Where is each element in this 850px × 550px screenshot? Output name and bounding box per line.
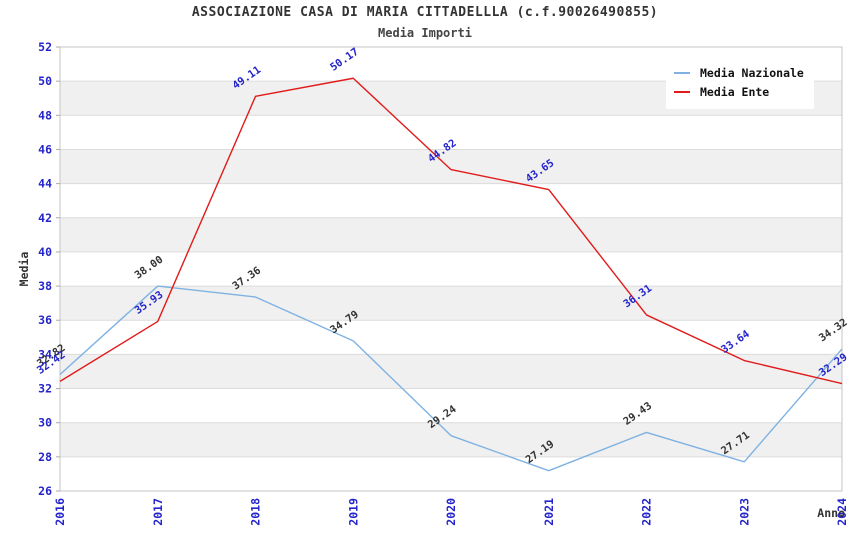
x-tick-label: 2019: [346, 498, 360, 526]
x-tick-label: 2017: [151, 498, 165, 526]
y-tick-label: 50: [38, 74, 52, 88]
y-tick-label: 34: [38, 347, 52, 361]
x-tick-label: 2024: [835, 498, 849, 526]
plot-band: [60, 115, 842, 150]
y-tick-label: 26: [38, 484, 52, 498]
x-tick-label: 2023: [737, 498, 751, 526]
plot-band: [60, 354, 842, 389]
media-ente-line-swatch: [674, 91, 690, 93]
plot-band: [60, 183, 842, 218]
plot-band: [60, 251, 842, 287]
x-tick-label: 2020: [444, 498, 458, 526]
plot-band: [60, 456, 842, 491]
chart-title: ASSOCIAZIONE CASA DI MARIA CITTADELLLA (…: [191, 5, 659, 20]
y-tick-label: 30: [38, 416, 52, 430]
plot-band: [60, 388, 842, 423]
legend-item-media-nazionale: Media Nazionale: [674, 65, 804, 81]
x-tick-label: 2021: [542, 498, 556, 526]
plot-band: [60, 149, 842, 184]
y-tick-label: 52: [38, 40, 52, 54]
x-tick-label: 2022: [640, 498, 654, 526]
plot-frame: [59, 46, 843, 492]
plot-band: [60, 286, 842, 321]
x-axis-title: Anno: [817, 506, 845, 520]
legend-label-media-nazionale: Media Nazionale: [700, 66, 804, 80]
media-ente-line: [59, 77, 843, 385]
x-tick-label: 2016: [53, 498, 67, 526]
plot-band: [60, 422, 842, 457]
plot-band: [60, 320, 842, 355]
y-tick-label: 28: [38, 450, 52, 464]
y-tick-label: 38: [38, 279, 52, 293]
y-tick-label: 32: [38, 382, 52, 396]
media-nazionale-line: [59, 285, 843, 472]
y-axis-title: Media: [17, 252, 31, 287]
legend-item-media-ente: Media Ente: [674, 84, 804, 100]
x-tick-label: 2018: [249, 498, 263, 526]
y-tick-label: 44: [38, 177, 52, 191]
y-tick-label: 40: [38, 245, 52, 259]
y-tick-label: 48: [38, 108, 52, 122]
chart-subtitle: Media Importi: [378, 26, 472, 40]
y-tick-label: 46: [38, 142, 52, 156]
media-nazionale-line-swatch: [674, 72, 690, 74]
plot-band: [60, 217, 842, 252]
y-tick-label: 36: [38, 313, 52, 327]
legend-label-media-ente: Media Ente: [700, 85, 770, 99]
legend: Media Nazionale Media Ente: [666, 56, 814, 109]
y-tick-label: 42: [38, 211, 52, 225]
